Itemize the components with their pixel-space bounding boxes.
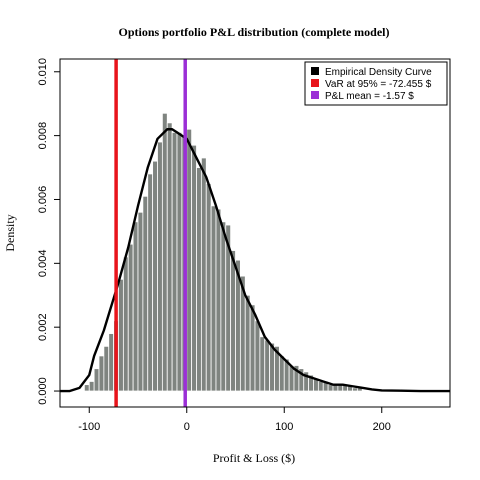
histogram-bar <box>123 257 128 391</box>
histogram-bar <box>201 158 206 391</box>
x-axis: -100 0 100 200 <box>78 407 391 433</box>
histogram-bar <box>177 132 182 391</box>
histogram-bar <box>318 381 323 391</box>
histogram-bar <box>187 129 192 391</box>
histogram-bar <box>99 356 104 391</box>
legend: Empirical Density Curve VaR at 95% = -72… <box>305 62 447 105</box>
histogram-bar <box>250 305 255 391</box>
legend-swatch-mean <box>311 91 319 99</box>
x-tick-label: 100 <box>275 421 293 433</box>
histogram-bar <box>148 174 153 391</box>
histogram-bar <box>138 212 143 391</box>
y-tick-label: 0.002 <box>37 313 49 341</box>
y-tick-label: 0.004 <box>37 250 49 278</box>
histogram-bar <box>104 346 109 391</box>
histogram-bar <box>211 206 216 391</box>
histogram-bar <box>128 244 133 391</box>
legend-label-mean: P&L mean = -1.57 $ <box>325 91 414 102</box>
y-tick-label: 0.006 <box>37 186 49 214</box>
x-tick-label: -100 <box>78 421 100 433</box>
legend-label-var: VaR at 95% = -72.455 $ <box>325 79 432 90</box>
legend-label-density: Empirical Density Curve <box>325 67 432 78</box>
legend-swatch-density <box>311 67 319 75</box>
histogram-bar <box>197 168 202 391</box>
histogram-bar <box>94 369 99 391</box>
histogram-bar <box>353 388 358 391</box>
histogram-bar <box>109 334 114 391</box>
histogram-bar <box>143 196 148 391</box>
histogram-bar <box>192 145 197 391</box>
histogram-bar <box>89 381 94 391</box>
histogram-bar <box>221 222 226 391</box>
histogram-bar <box>158 142 163 391</box>
histogram-bar <box>119 279 124 391</box>
histogram-bar <box>245 295 250 391</box>
histogram-bar <box>260 337 265 391</box>
x-tick-label: 200 <box>373 421 391 433</box>
histogram-bar <box>231 251 236 391</box>
histogram-bar <box>206 184 211 392</box>
histogram-bar <box>167 123 172 391</box>
legend-swatch-var <box>311 79 319 87</box>
y-axis: 0.000 0.002 0.004 0.006 0.008 0.010 <box>37 58 60 405</box>
y-tick-label: 0.010 <box>37 58 49 86</box>
y-tick-label: 0.000 <box>37 377 49 405</box>
x-tick-label: 0 <box>184 421 190 433</box>
histogram-bar <box>84 385 89 391</box>
y-tick-label: 0.008 <box>37 122 49 150</box>
x-axis-label: Profit & Loss ($) <box>213 451 295 465</box>
histogram-bar <box>133 222 138 391</box>
chart-title: Options portfolio P&L distribution (comp… <box>119 25 390 39</box>
histogram-bar <box>153 161 158 391</box>
histogram-bar <box>162 113 167 391</box>
histogram-bar <box>255 321 260 391</box>
histogram-bar <box>216 209 221 391</box>
histogram-bar <box>172 132 177 391</box>
histogram-bar <box>279 356 284 391</box>
histogram-bar <box>265 340 270 391</box>
y-axis-label: Density <box>3 214 17 251</box>
